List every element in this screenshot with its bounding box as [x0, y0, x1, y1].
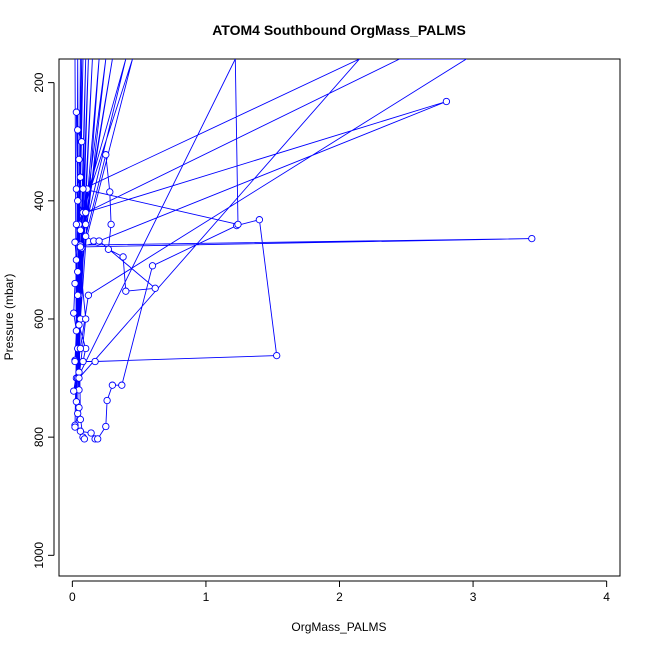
- data-point: [74, 291, 82, 299]
- data-point: [72, 185, 81, 193]
- y-tick-label: 600: [32, 309, 46, 329]
- data-point: [72, 220, 81, 229]
- data-point: [76, 243, 85, 251]
- x-axis-label: OrgMass_PALMS: [291, 620, 386, 634]
- data-point: [84, 291, 93, 299]
- y-tick-label: 400: [32, 190, 46, 210]
- data-point: [71, 357, 79, 366]
- data-point: [70, 309, 78, 317]
- x-axis: 0 1 2 3 4: [69, 580, 610, 604]
- data-point: [78, 138, 86, 146]
- data-point: [75, 321, 83, 329]
- data-point: [119, 253, 127, 261]
- data-point: [72, 327, 81, 335]
- data-point: [148, 262, 157, 270]
- data-point: [528, 234, 536, 243]
- data-point: [72, 256, 81, 264]
- data-point: [102, 151, 110, 159]
- data-point: [104, 245, 113, 253]
- data-point: [76, 344, 85, 353]
- data-point: [234, 220, 242, 229]
- y-axis: 200 400 600 800 1000: [32, 72, 55, 569]
- data-point: [95, 237, 103, 245]
- y-tick-label: 1000: [32, 542, 46, 569]
- data-point: [75, 374, 83, 382]
- x-tick-label: 2: [336, 590, 343, 604]
- data-point: [87, 429, 95, 437]
- data-point: [72, 398, 81, 406]
- data-point: [75, 403, 83, 412]
- data-point: [74, 126, 82, 134]
- data-point: [273, 351, 281, 360]
- data-point: [80, 435, 89, 443]
- data-point: [106, 188, 114, 196]
- data-point: [82, 232, 90, 240]
- data-point: [76, 427, 85, 435]
- plot-frame: [58, 58, 621, 577]
- data-point: [76, 173, 85, 181]
- y-axis-label: Pressure (mbar): [2, 274, 16, 361]
- data-point: [76, 226, 85, 234]
- data-point: [74, 197, 82, 205]
- data-point: [76, 415, 85, 424]
- data-point: [79, 185, 87, 193]
- data-point: [102, 422, 110, 431]
- data-point: [72, 108, 81, 116]
- x-tick-label: 1: [203, 590, 210, 604]
- data-point: [118, 381, 126, 389]
- data-point: [75, 368, 83, 376]
- data-point: [75, 155, 83, 164]
- data-point: [71, 423, 79, 431]
- data-point: [71, 279, 79, 288]
- data-point: [151, 284, 159, 292]
- data-point: [70, 387, 78, 395]
- data-point: [79, 357, 87, 366]
- data-point: [74, 409, 82, 418]
- chart-title: ATOM4 Southbound OrgMass_PALMS: [212, 22, 466, 38]
- x-tick-label: 0: [69, 590, 76, 604]
- data-point: [122, 287, 130, 295]
- y-tick-label: 800: [32, 427, 46, 447]
- data-point: [82, 220, 90, 229]
- data-point: [107, 220, 115, 229]
- y-tick-label: 200: [32, 72, 46, 92]
- series-line: [73, 59, 532, 440]
- x-tick-label: 3: [470, 590, 477, 604]
- x-tick-label: 4: [603, 590, 610, 604]
- series-layer: [70, 59, 536, 443]
- data-point: [74, 268, 82, 276]
- data-point: [255, 216, 264, 224]
- data-point: [94, 435, 102, 443]
- data-point: [82, 315, 90, 323]
- data-point: [103, 396, 111, 405]
- data-point: [108, 381, 117, 389]
- data-point: [82, 208, 90, 217]
- data-point: [91, 357, 99, 366]
- data-point: [442, 97, 451, 106]
